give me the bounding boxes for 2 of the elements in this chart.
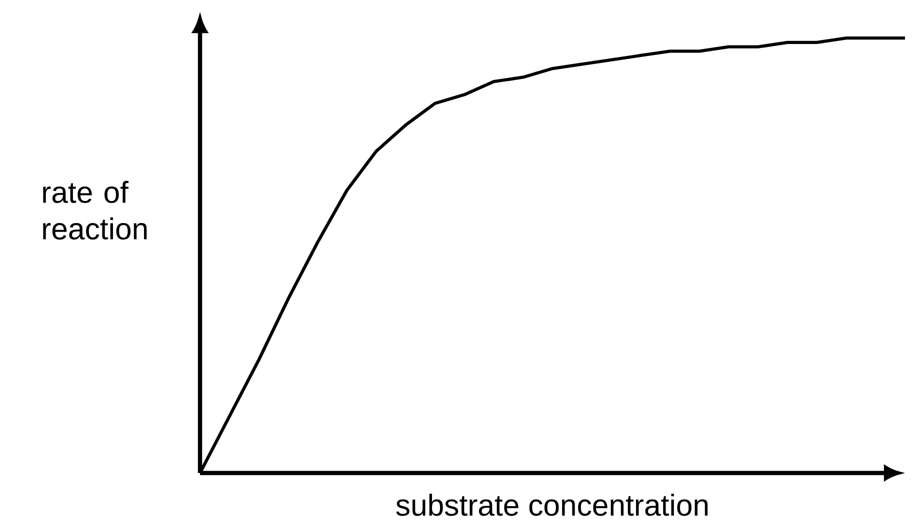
x-axis-title: substrate concentration [396,494,708,516]
y-axis-title: rate of reaction [43,180,147,240]
